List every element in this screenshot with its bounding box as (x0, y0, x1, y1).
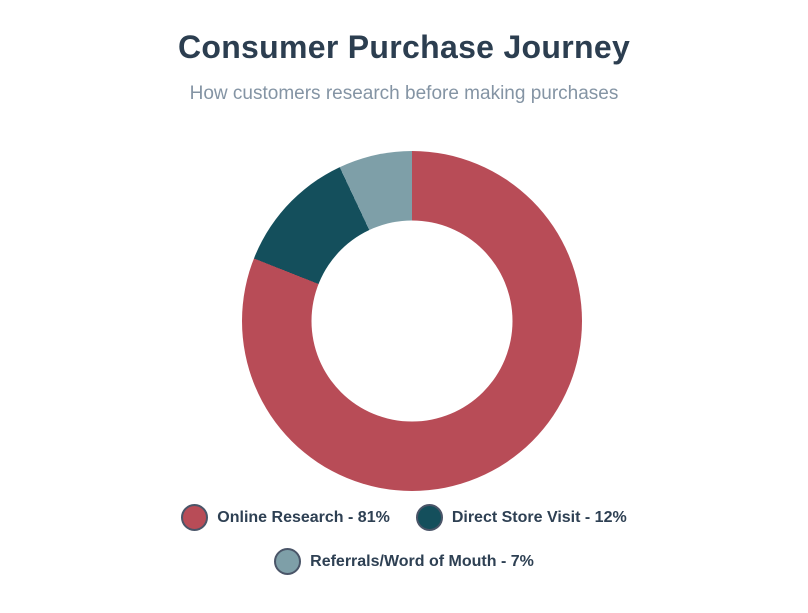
legend-item[interactable]: Direct Store Visit - 12% (415, 504, 627, 531)
chart-title: Consumer Purchase Journey (177, 29, 631, 65)
legend-marker-circle (274, 548, 302, 575)
legend-item[interactable]: Referrals/Word of Mouth - 7% (274, 548, 534, 575)
donut-chart[interactable] (242, 151, 582, 491)
legend-marker-circle (181, 504, 209, 531)
chart-subtitle: How customers research before making pur… (189, 83, 619, 104)
donut-hole (311, 220, 513, 422)
legend-label: Direct Store Visit - 12% (451, 508, 627, 526)
legend-label: Referrals/Word of Mouth - 7% (310, 552, 534, 570)
legend-marker-circle (415, 504, 443, 531)
legend-item[interactable]: Online Research - 81% (181, 504, 390, 531)
legend: Online Research - 81% Direct Store Visit… (104, 504, 704, 575)
legend-label: Online Research - 81% (217, 508, 390, 526)
